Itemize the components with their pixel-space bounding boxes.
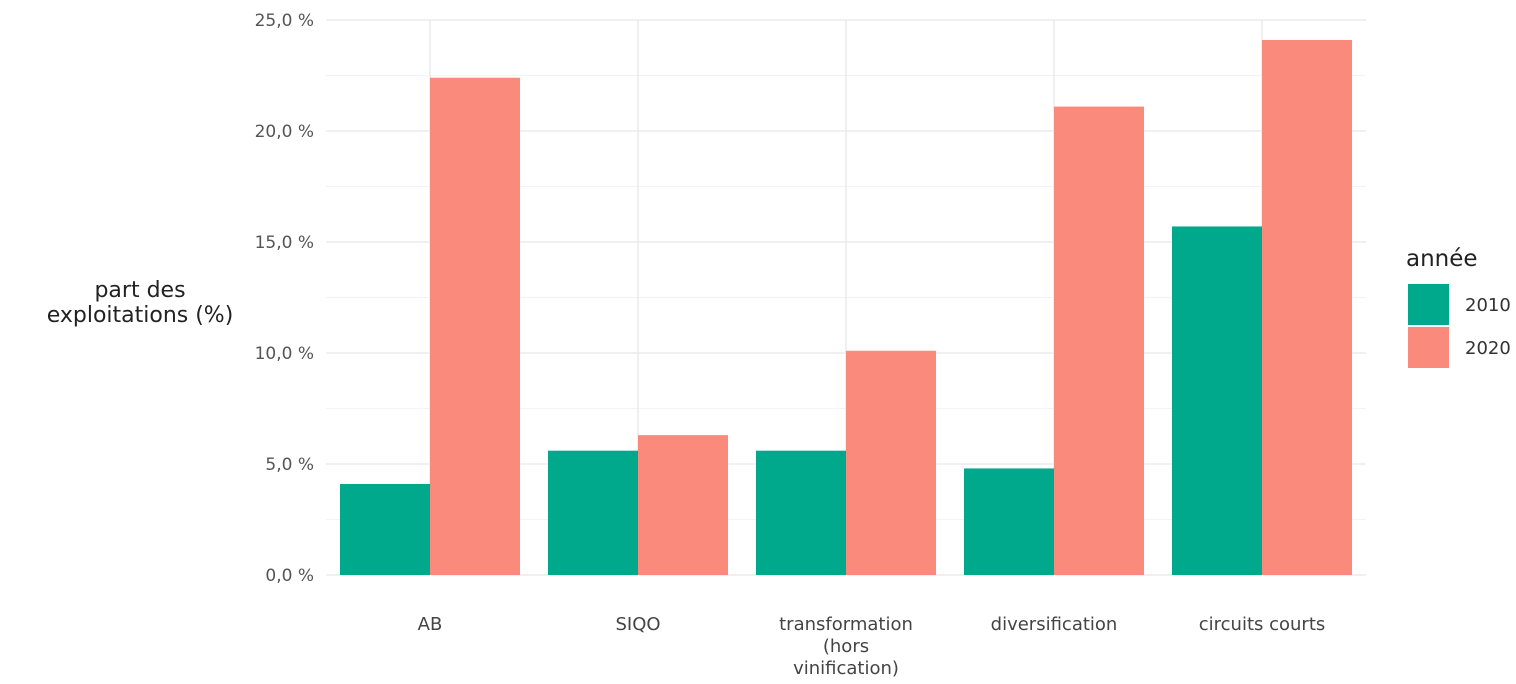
bar-2010-0 <box>340 483 430 575</box>
bar-2010-2 <box>756 450 846 575</box>
y-tick-label: 5,0 % <box>265 455 314 475</box>
bar-2020-1 <box>638 435 728 575</box>
legend-label-2020: 2020 <box>1465 338 1511 359</box>
x-tick-label: circuits courts <box>1199 614 1326 635</box>
x-tick-label: SIQO <box>615 614 660 635</box>
legend-label-2010: 2010 <box>1465 295 1511 316</box>
bar-2020-0 <box>430 77 520 575</box>
bar-2010-3 <box>964 468 1054 575</box>
legend-swatch-2020 <box>1408 327 1449 368</box>
bar-2020-2 <box>846 350 936 575</box>
y-axis-title: part des exploitations (%) <box>47 278 234 328</box>
y-tick-label: 10,0 % <box>255 344 314 364</box>
y-tick-label: 25,0 % <box>255 11 314 31</box>
x-tick-label: AB <box>418 614 443 635</box>
y-tick-label: 0,0 % <box>265 566 314 586</box>
y-tick-label: 20,0 % <box>255 122 314 142</box>
bar-2020-3 <box>1054 106 1144 575</box>
y-tick-label: 15,0 % <box>255 233 314 253</box>
x-tick-label: diversification <box>991 614 1118 635</box>
bar-2010-1 <box>548 450 638 575</box>
bar-2020-4 <box>1262 39 1352 576</box>
x-tick-label: transformation (hors vinification) <box>779 614 913 679</box>
legend-swatch-2010 <box>1408 284 1449 325</box>
legend-title: année <box>1406 246 1478 272</box>
bar-2010-4 <box>1172 226 1262 575</box>
